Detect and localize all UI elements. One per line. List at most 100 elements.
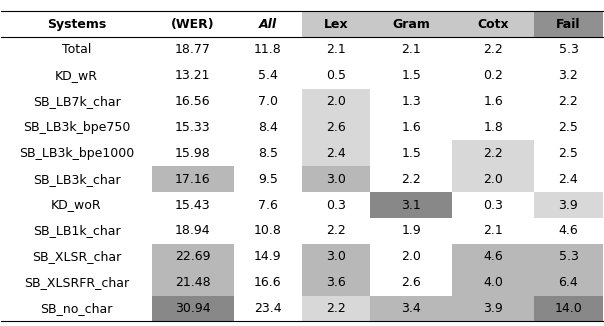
Text: 2.0: 2.0 <box>483 173 503 186</box>
Text: SB_LB1k_char: SB_LB1k_char <box>33 224 120 237</box>
Bar <box>152 11 234 37</box>
Bar <box>370 89 452 114</box>
Bar <box>152 89 234 114</box>
Bar <box>234 244 302 270</box>
Text: Fail: Fail <box>556 18 580 31</box>
Text: 17.16: 17.16 <box>175 173 211 186</box>
Text: 3.9: 3.9 <box>559 199 578 212</box>
Text: All: All <box>259 18 277 31</box>
Text: 11.8: 11.8 <box>254 43 281 56</box>
Bar <box>452 114 535 141</box>
Bar <box>452 192 535 218</box>
Bar <box>302 270 370 296</box>
Bar <box>152 166 234 192</box>
Text: 3.0: 3.0 <box>326 250 346 263</box>
Text: 2.2: 2.2 <box>402 173 421 186</box>
Text: 2.5: 2.5 <box>559 121 579 134</box>
Bar <box>152 114 234 141</box>
Text: 3.1: 3.1 <box>402 199 421 212</box>
Text: 16.6: 16.6 <box>254 276 281 289</box>
Bar <box>302 141 370 166</box>
Bar <box>234 218 302 244</box>
Text: 2.6: 2.6 <box>402 276 421 289</box>
Bar <box>1 166 152 192</box>
Bar <box>452 166 535 192</box>
Text: 4.6: 4.6 <box>483 250 503 263</box>
Bar <box>152 141 234 166</box>
Text: 1.5: 1.5 <box>402 69 421 82</box>
Bar <box>152 296 234 321</box>
Text: 3.4: 3.4 <box>402 302 421 315</box>
Bar <box>1 192 152 218</box>
Text: 2.1: 2.1 <box>326 43 346 56</box>
Text: 3.9: 3.9 <box>483 302 503 315</box>
Text: 1.3: 1.3 <box>402 95 421 108</box>
Bar <box>452 296 535 321</box>
Text: 5.3: 5.3 <box>559 250 579 263</box>
Text: 15.98: 15.98 <box>175 147 211 160</box>
Bar <box>302 296 370 321</box>
Bar <box>452 89 535 114</box>
Bar <box>1 89 152 114</box>
Text: 8.4: 8.4 <box>258 121 278 134</box>
Text: 0.3: 0.3 <box>483 199 503 212</box>
Text: 2.0: 2.0 <box>326 95 346 108</box>
Text: 2.4: 2.4 <box>326 147 346 160</box>
Text: 2.1: 2.1 <box>402 43 421 56</box>
Text: 2.5: 2.5 <box>559 147 579 160</box>
Bar <box>234 89 302 114</box>
Text: 2.0: 2.0 <box>402 250 421 263</box>
Bar <box>535 63 603 89</box>
Bar <box>234 166 302 192</box>
Bar <box>302 89 370 114</box>
Text: 10.8: 10.8 <box>254 224 282 237</box>
Text: 7.6: 7.6 <box>258 199 278 212</box>
Text: KD_woR: KD_woR <box>51 199 102 212</box>
Text: SB_LB7k_char: SB_LB7k_char <box>33 95 120 108</box>
Text: KD_wR: KD_wR <box>55 69 98 82</box>
Text: 15.33: 15.33 <box>175 121 211 134</box>
Bar <box>370 63 452 89</box>
Text: SB_no_char: SB_no_char <box>40 302 113 315</box>
Text: 3.6: 3.6 <box>326 276 346 289</box>
Bar <box>452 270 535 296</box>
Bar <box>1 141 152 166</box>
Bar <box>370 270 452 296</box>
Text: Gram: Gram <box>393 18 430 31</box>
Text: Systems: Systems <box>47 18 106 31</box>
Bar <box>152 37 234 63</box>
Text: 15.43: 15.43 <box>175 199 211 212</box>
Bar <box>302 192 370 218</box>
Bar <box>452 141 535 166</box>
Text: 21.48: 21.48 <box>175 276 211 289</box>
Bar <box>1 63 152 89</box>
Text: (WER): (WER) <box>171 18 214 31</box>
Bar <box>1 296 152 321</box>
Text: 9.5: 9.5 <box>258 173 278 186</box>
Text: SB_XLSR_char: SB_XLSR_char <box>32 250 121 263</box>
Bar <box>152 63 234 89</box>
Bar <box>302 11 370 37</box>
Bar <box>1 244 152 270</box>
Text: 1.9: 1.9 <box>402 224 421 237</box>
Text: 2.2: 2.2 <box>326 224 346 237</box>
Bar <box>302 114 370 141</box>
Bar <box>370 218 452 244</box>
Text: 1.6: 1.6 <box>483 95 503 108</box>
Bar <box>452 244 535 270</box>
Text: 1.8: 1.8 <box>483 121 503 134</box>
Text: 5.3: 5.3 <box>559 43 579 56</box>
Bar <box>234 141 302 166</box>
Bar <box>370 192 452 218</box>
Bar <box>535 89 603 114</box>
Bar <box>234 11 302 37</box>
Bar <box>302 166 370 192</box>
Text: 2.4: 2.4 <box>559 173 578 186</box>
Bar <box>1 37 152 63</box>
Text: SB_LB3k_char: SB_LB3k_char <box>33 173 120 186</box>
Text: 14.0: 14.0 <box>554 302 582 315</box>
Bar <box>370 114 452 141</box>
Text: 0.2: 0.2 <box>483 69 503 82</box>
Bar <box>234 63 302 89</box>
Bar <box>302 63 370 89</box>
